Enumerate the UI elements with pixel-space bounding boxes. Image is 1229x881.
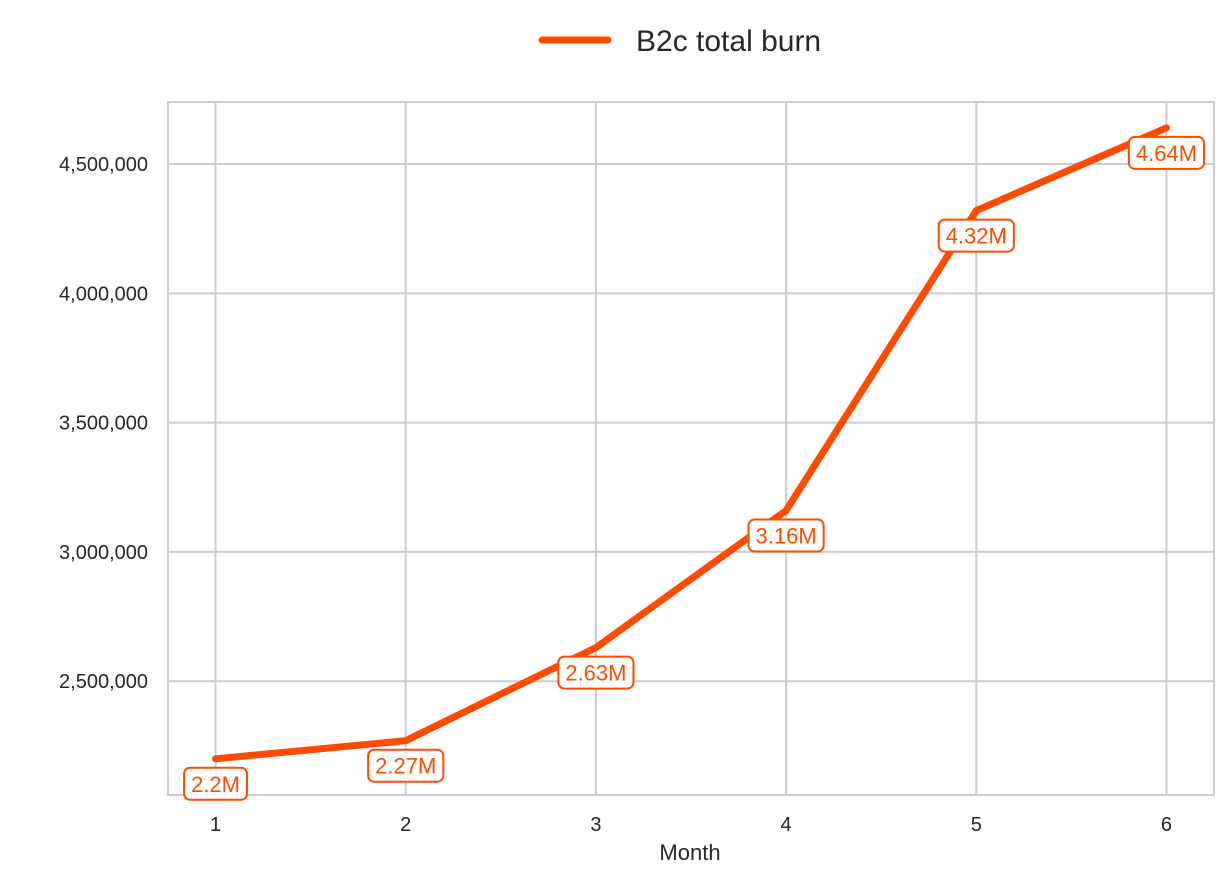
- data-label-box: [747, 518, 825, 553]
- data-label-text: 3.16M: [756, 524, 817, 549]
- data-label: 3.16M: [747, 518, 825, 553]
- y-tick-label: 4,500,000: [59, 154, 148, 176]
- x-axis-title: Month: [659, 840, 720, 865]
- data-label: 2.63M: [557, 655, 635, 690]
- y-tick-label: 3,000,000: [59, 542, 148, 564]
- y-tick-label: 3,500,000: [59, 413, 148, 435]
- data-label: 2.2M: [183, 766, 249, 801]
- x-tick-label: 5: [971, 814, 982, 836]
- x-tick-label: 4: [781, 814, 792, 836]
- y-axis-ticks: 2,500,000 3,000,000 3,500,000 4,000,000 4,50…: [59, 154, 148, 693]
- x-tick-label: 6: [1161, 814, 1172, 836]
- x-tick-label: 2: [400, 814, 411, 836]
- data-label-text: 4.32M: [946, 224, 1007, 249]
- x-tick-label: 3: [590, 814, 601, 836]
- data-label: 2.27M: [367, 748, 445, 783]
- data-label-text: 2.2M: [191, 772, 240, 797]
- legend-label: B2c total burn: [636, 25, 821, 58]
- y-tick-label: 2,500,000: [59, 671, 148, 693]
- plot-frame: [167, 101, 1215, 796]
- data-label-box: [557, 655, 635, 690]
- x-tick-label: 1: [210, 814, 221, 836]
- x-axis-ticks: 1 2 3 4 5 6: [210, 814, 1172, 836]
- data-label-box: [1127, 135, 1206, 170]
- data-label-box: [183, 766, 249, 801]
- data-label: 4.64M: [1127, 135, 1206, 170]
- data-label-box: [367, 748, 445, 783]
- legend: B2c total burn: [538, 25, 821, 58]
- series-line: [212, 124, 1170, 763]
- y-tick-label: 4,000,000: [59, 283, 148, 305]
- data-label-text: 2.27M: [375, 754, 436, 779]
- series-layer: [212, 124, 1170, 763]
- data-label-text: 2.63M: [565, 661, 626, 686]
- data-label-text: 4.64M: [1136, 141, 1197, 166]
- grid: [168, 102, 1214, 795]
- data-labels: 2.2M 2.27M 2.63M 3.16M 4.32M 4.64M: [183, 135, 1206, 801]
- data-label: 4.32M: [937, 218, 1015, 253]
- data-label-box: [937, 218, 1015, 253]
